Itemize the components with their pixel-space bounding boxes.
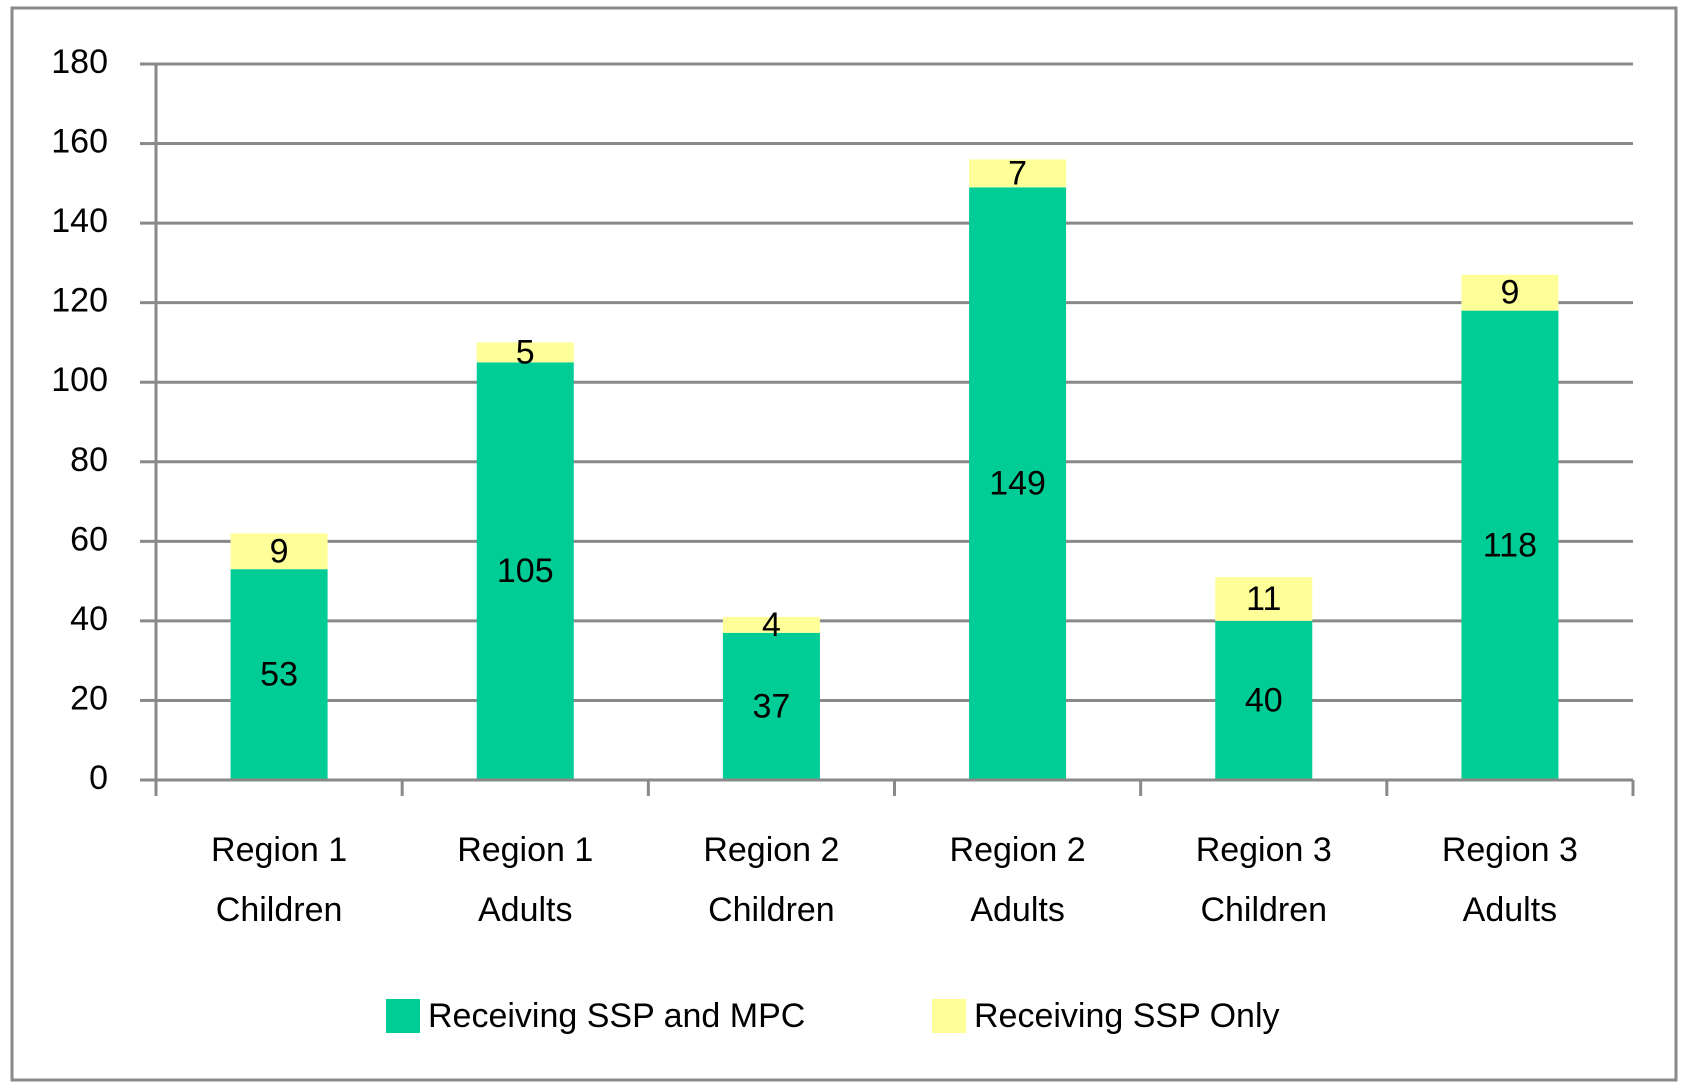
- legend-swatch: [932, 999, 966, 1033]
- bar-segment: [1461, 274, 1559, 311]
- y-tick-label: 0: [89, 759, 108, 797]
- bar-segment: [476, 342, 574, 363]
- y-tick-label: 40: [70, 600, 108, 638]
- x-tick-label: Region 1 Adults: [457, 831, 594, 929]
- bar-segment: [969, 159, 1067, 188]
- bar-segment: [1215, 577, 1313, 621]
- y-tick-label: 180: [51, 43, 108, 81]
- legend-label: Receiving SSP and MPC: [428, 997, 805, 1035]
- legend-swatch: [386, 999, 420, 1033]
- bar-segment: [1215, 620, 1313, 780]
- x-tick-label: Region 3 Adults: [1441, 831, 1578, 929]
- data-label: 11: [1246, 580, 1281, 618]
- bar-segment: [969, 187, 1067, 781]
- bar-segment: [722, 616, 820, 633]
- y-tick-label: 60: [70, 520, 108, 558]
- data-label: 5: [516, 333, 535, 371]
- x-tick-label: Region 2 Children: [703, 831, 840, 929]
- y-tick-label: 120: [51, 282, 108, 320]
- y-tick-label: 80: [70, 441, 108, 479]
- x-tick-label: Region 1 Children: [211, 831, 348, 929]
- y-tick-label: 100: [51, 361, 108, 399]
- y-tick-label: 20: [70, 679, 108, 717]
- data-label: 37: [753, 687, 791, 725]
- y-tick-label: 160: [51, 123, 108, 161]
- data-label: 4: [762, 606, 781, 644]
- data-label: 118: [1483, 526, 1537, 564]
- bar-segment: [476, 362, 574, 780]
- x-tick-label: Region 2 Adults: [949, 831, 1086, 929]
- y-tick-label: 140: [51, 202, 108, 240]
- bar-segment: [1461, 310, 1559, 780]
- data-label: 7: [1008, 154, 1027, 192]
- data-label: 9: [1500, 274, 1519, 312]
- data-label: 53: [260, 656, 298, 694]
- bar-segment: [230, 569, 328, 780]
- x-tick-label: Region 3 Children: [1195, 831, 1332, 929]
- bar-segment: [722, 632, 820, 780]
- data-label: 9: [270, 532, 289, 570]
- data-label: 40: [1245, 681, 1283, 719]
- data-label: 149: [989, 465, 1046, 503]
- legend-label: Receiving SSP Only: [974, 997, 1280, 1035]
- data-label: 105: [497, 552, 554, 590]
- bar-segment: [230, 533, 328, 570]
